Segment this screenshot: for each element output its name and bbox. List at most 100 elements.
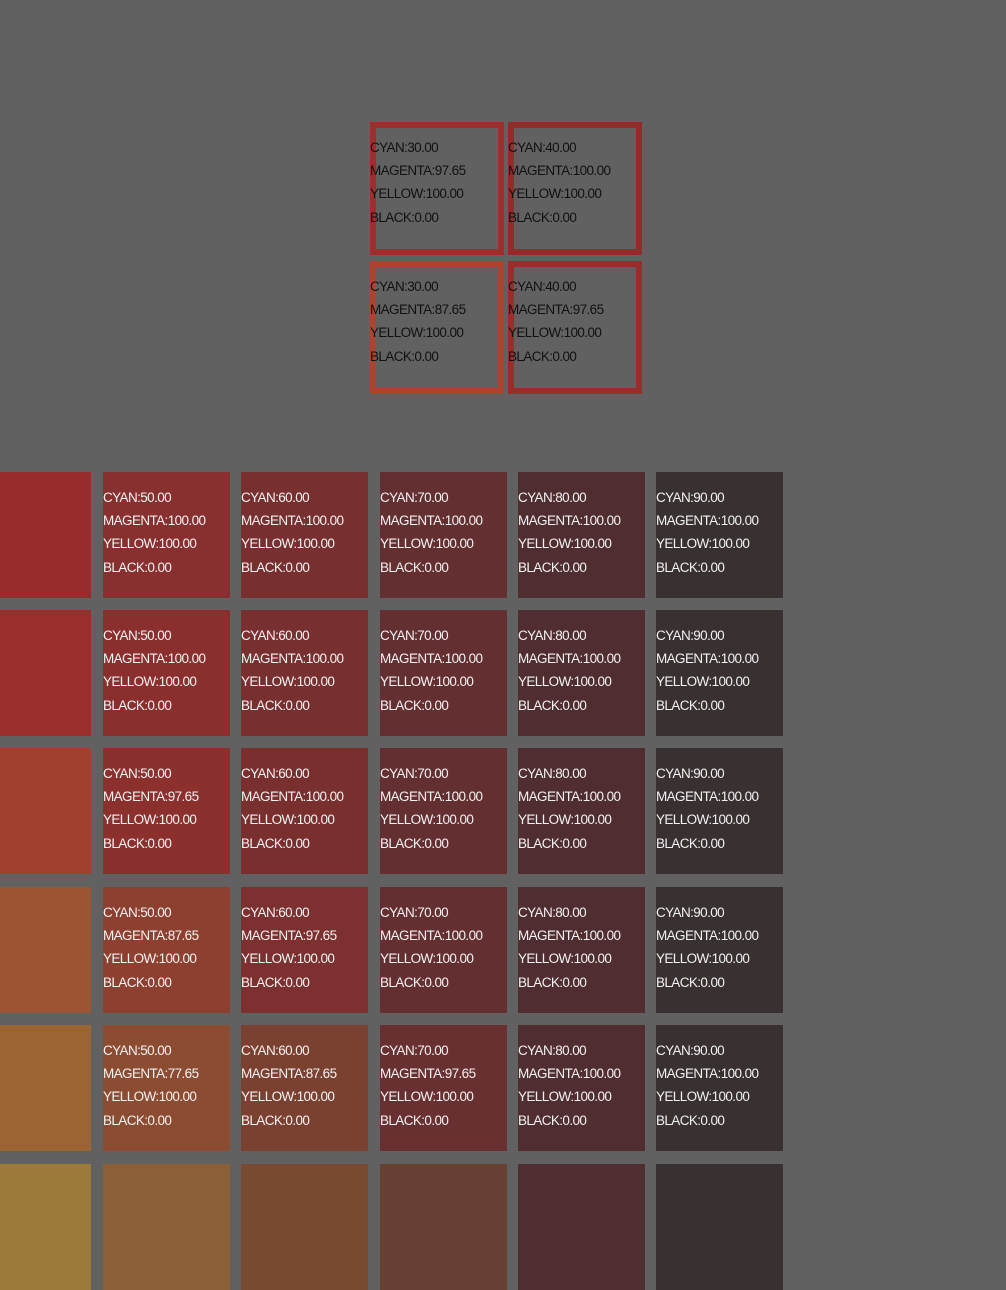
cyan-value: CYAN:80.00 <box>518 490 587 505</box>
cyan-value: CYAN:80.00 <box>518 905 587 920</box>
magenta-value: MAGENTA:97.65 <box>370 163 466 179</box>
magenta-value: MAGENTA:97.65 <box>241 928 337 944</box>
yellow-value: YELLOW:100.00 <box>370 186 464 202</box>
cyan-value: CYAN:70.00 <box>380 766 449 781</box>
magenta-value: MAGENTA:100.00 <box>103 513 206 529</box>
black-value: BLACK:0.00 <box>380 697 449 713</box>
yellow-value: YELLOW:100.00 <box>656 951 750 967</box>
color-swatch: CYAN:70.00 MAGENTA:100.00 YELLOW:100.00 BLA… <box>380 610 507 736</box>
swatch-label: CYAN:60.00 MAGENTA:87.65 YELLOW:100.00 BLAC… <box>241 1039 337 1132</box>
magenta-value: MAGENTA:97.65 <box>103 789 199 805</box>
black-value: BLACK:0.00 <box>370 348 439 364</box>
cyan-value: CYAN:40.00 <box>508 279 577 294</box>
cyan-value: CYAN:50.00 <box>103 905 172 920</box>
swatch-label: CYAN:40.00 MAGENTA:97.65 YELLOW:100.00 BLAC… <box>508 275 604 368</box>
color-swatch: CYAN:90.00 MAGENTA:100.00 YELLOW:100.00 BLA… <box>656 610 783 736</box>
swatch-label: CYAN:50.00 MAGENTA:100.00 YELLOW:100.00 BLA… <box>103 624 206 717</box>
color-swatch: CYAN:80.00 MAGENTA:100.00 YELLOW:100.00 BLA… <box>518 887 645 1013</box>
yellow-value: YELLOW:100.00 <box>380 1089 474 1105</box>
yellow-value: YELLOW:100.00 <box>103 812 197 828</box>
black-value: BLACK:0.00 <box>241 697 310 713</box>
yellow-value: YELLOW:100.00 <box>508 325 602 341</box>
swatch-label: CYAN:70.00 MAGENTA:100.00 YELLOW:100.00 BLA… <box>380 901 483 994</box>
black-value: BLACK:0.00 <box>518 1112 587 1128</box>
magenta-value: MAGENTA:100.00 <box>518 651 621 667</box>
yellow-value: YELLOW:100.00 <box>508 186 602 202</box>
yellow-value: YELLOW:100.00 <box>241 536 335 552</box>
cyan-value: CYAN:50.00 <box>103 1043 172 1058</box>
swatch-label: CYAN:90.00 MAGENTA:100.00 YELLOW:100.00 BLA… <box>656 901 759 994</box>
color-swatch: CYAN:60.00 MAGENTA:100.00 YELLOW:100.00 BLA… <box>241 748 368 874</box>
magenta-value: MAGENTA:97.65 <box>380 1066 476 1082</box>
yellow-value: YELLOW:100.00 <box>656 674 750 690</box>
magenta-value: MAGENTA:100.00 <box>518 789 621 805</box>
swatch-label: CYAN:50.00 MAGENTA:97.65 YELLOW:100.00 BLAC… <box>103 762 199 855</box>
black-value: BLACK:0.00 <box>103 1112 172 1128</box>
magenta-value: MAGENTA:100.00 <box>656 513 759 529</box>
cyan-value: CYAN:50.00 <box>103 628 172 643</box>
magenta-value: MAGENTA:100.00 <box>380 651 483 667</box>
color-swatch <box>0 610 91 736</box>
swatch-label: CYAN:50.00 MAGENTA:100.00 YELLOW:100.00 BLA… <box>103 486 206 579</box>
swatch-label: CYAN:60.00 MAGENTA:97.65 YELLOW:100.00 BLAC… <box>241 901 337 994</box>
magenta-value: MAGENTA:100.00 <box>380 928 483 944</box>
magenta-value: MAGENTA:87.65 <box>241 1066 337 1082</box>
yellow-value: YELLOW:100.00 <box>103 951 197 967</box>
yellow-value: YELLOW:100.00 <box>380 536 474 552</box>
swatch-label: CYAN:30.00 MAGENTA:97.65 YELLOW:100.00 BLAC… <box>370 136 466 229</box>
black-value: BLACK:0.00 <box>508 209 577 225</box>
color-swatch: CYAN:60.00 MAGENTA:100.00 YELLOW:100.00 BLA… <box>241 472 368 598</box>
swatch-label: CYAN:90.00 MAGENTA:100.00 YELLOW:100.00 BLA… <box>656 762 759 855</box>
black-value: BLACK:0.00 <box>370 209 439 225</box>
black-value: BLACK:0.00 <box>103 697 172 713</box>
cyan-value: CYAN:60.00 <box>241 905 310 920</box>
magenta-value: MAGENTA:100.00 <box>518 1066 621 1082</box>
cyan-value: CYAN:70.00 <box>380 1043 449 1058</box>
yellow-value: YELLOW:100.00 <box>103 674 197 690</box>
black-value: BLACK:0.00 <box>518 835 587 851</box>
magenta-value: MAGENTA:100.00 <box>241 789 344 805</box>
black-value: BLACK:0.00 <box>103 835 172 851</box>
cyan-value: CYAN:50.00 <box>103 766 172 781</box>
black-value: BLACK:0.00 <box>103 559 172 575</box>
magenta-value: MAGENTA:100.00 <box>518 513 621 529</box>
swatch-label: CYAN:80.00 MAGENTA:100.00 YELLOW:100.00 BLA… <box>518 762 621 855</box>
yellow-value: YELLOW:100.00 <box>103 536 197 552</box>
magenta-value: MAGENTA:100.00 <box>380 789 483 805</box>
color-swatch <box>0 1164 91 1290</box>
yellow-value: YELLOW:100.00 <box>241 951 335 967</box>
black-value: BLACK:0.00 <box>518 559 587 575</box>
cyan-value: CYAN:90.00 <box>656 628 725 643</box>
magenta-value: MAGENTA:77.65 <box>103 1066 199 1082</box>
swatch-label: CYAN:30.00 MAGENTA:87.65 YELLOW:100.00 BLAC… <box>370 275 466 368</box>
yellow-value: YELLOW:100.00 <box>241 812 335 828</box>
color-swatch <box>241 1164 368 1290</box>
color-swatch <box>103 1164 230 1290</box>
color-swatch: CYAN:70.00 MAGENTA:100.00 YELLOW:100.00 BLA… <box>380 748 507 874</box>
cyan-value: CYAN:90.00 <box>656 1043 725 1058</box>
outline-swatch: CYAN:30.00 MAGENTA:87.65 YELLOW:100.00 BLAC… <box>370 261 504 394</box>
magenta-value: MAGENTA:100.00 <box>656 789 759 805</box>
color-swatch: CYAN:70.00 MAGENTA:100.00 YELLOW:100.00 BLA… <box>380 887 507 1013</box>
swatch-label: CYAN:80.00 MAGENTA:100.00 YELLOW:100.00 BLA… <box>518 1039 621 1132</box>
magenta-value: MAGENTA:100.00 <box>103 651 206 667</box>
magenta-value: MAGENTA:87.65 <box>103 928 199 944</box>
black-value: BLACK:0.00 <box>241 835 310 851</box>
color-swatch: CYAN:90.00 MAGENTA:100.00 YELLOW:100.00 BLA… <box>656 472 783 598</box>
black-value: BLACK:0.00 <box>656 1112 725 1128</box>
swatch-label: CYAN:70.00 MAGENTA:100.00 YELLOW:100.00 BLA… <box>380 486 483 579</box>
cyan-value: CYAN:60.00 <box>241 628 310 643</box>
yellow-value: YELLOW:100.00 <box>380 951 474 967</box>
cyan-value: CYAN:60.00 <box>241 490 310 505</box>
magenta-value: MAGENTA:100.00 <box>656 928 759 944</box>
yellow-value: YELLOW:100.00 <box>103 1089 197 1105</box>
black-value: BLACK:0.00 <box>241 974 310 990</box>
outline-swatch: CYAN:40.00 MAGENTA:97.65 YELLOW:100.00 BLAC… <box>508 261 642 394</box>
outline-swatch: CYAN:30.00 MAGENTA:97.65 YELLOW:100.00 BLAC… <box>370 122 504 255</box>
black-value: BLACK:0.00 <box>380 559 449 575</box>
swatch-label: CYAN:80.00 MAGENTA:100.00 YELLOW:100.00 BLA… <box>518 624 621 717</box>
color-swatch: CYAN:50.00 MAGENTA:87.65 YELLOW:100.00 BLAC… <box>103 887 230 1013</box>
cyan-value: CYAN:80.00 <box>518 1043 587 1058</box>
black-value: BLACK:0.00 <box>656 835 725 851</box>
color-swatch <box>0 472 91 598</box>
